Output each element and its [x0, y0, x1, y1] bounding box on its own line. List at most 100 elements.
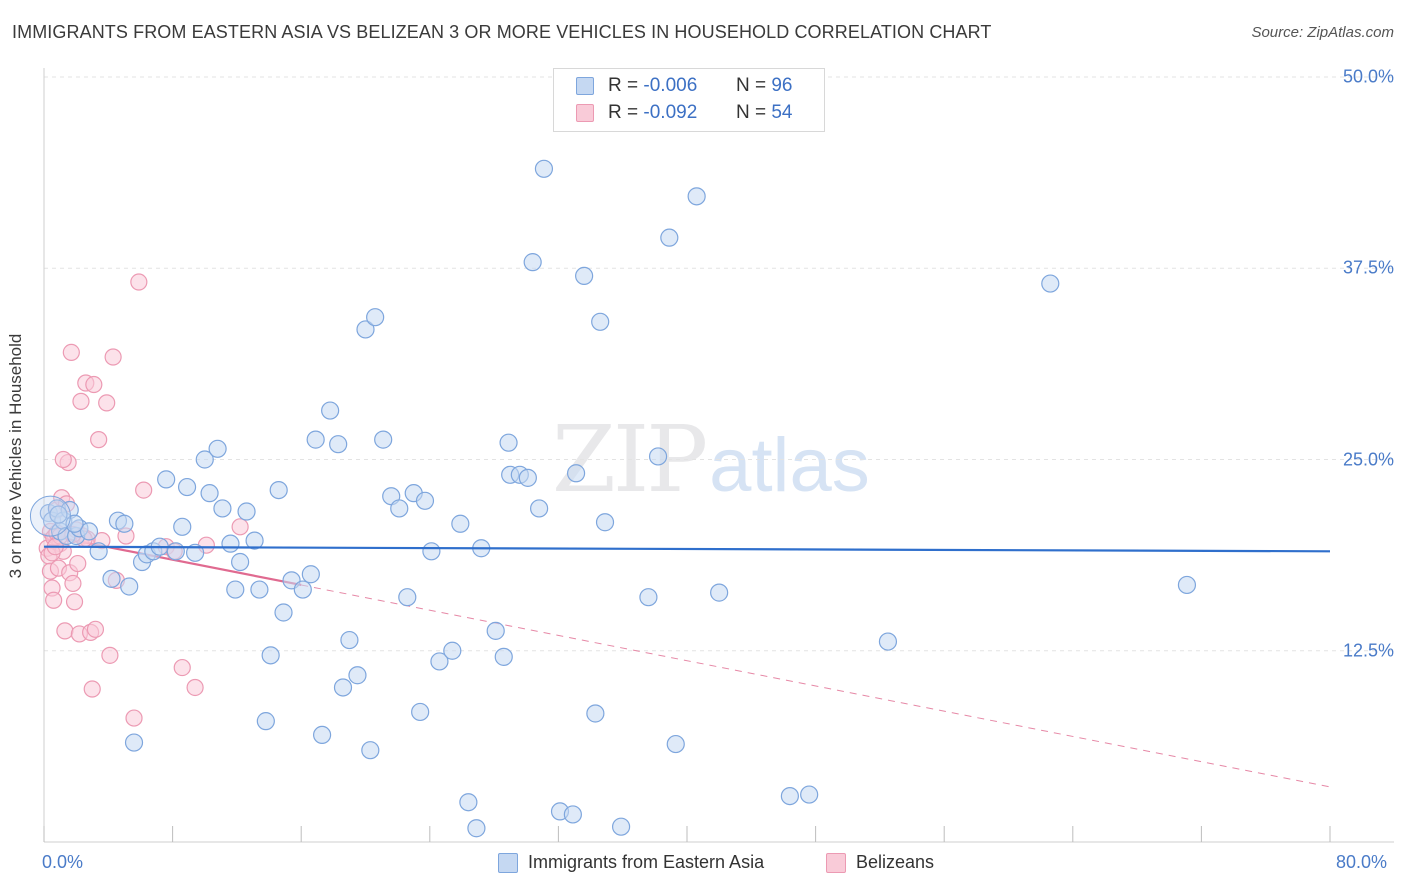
point-belizeans [231, 518, 249, 536]
point-eastern-asia [274, 603, 293, 622]
point-eastern-asia [293, 580, 312, 599]
point-eastern-asia [157, 470, 176, 489]
y-tick-label: 37.5% [1342, 257, 1394, 278]
swatch-belizeans [576, 104, 594, 122]
point-eastern-asia [177, 477, 197, 497]
chart-title: IMMIGRANTS FROM EASTERN ASIA VS BELIZEAN… [12, 22, 992, 42]
n-value-belizeans: 54 [771, 102, 793, 123]
point-eastern-asia [221, 534, 240, 553]
point-eastern-asia [115, 514, 134, 533]
legend-label-eastern-asia: Immigrants from Eastern Asia [528, 852, 765, 872]
axes [43, 68, 1394, 843]
point-eastern-asia [366, 308, 385, 327]
point-eastern-asia [534, 159, 554, 178]
point-eastern-asia [250, 580, 269, 599]
point-belizeans [65, 593, 84, 611]
point-belizeans [54, 450, 72, 469]
point-eastern-asia [687, 187, 706, 206]
r-label: R = [608, 75, 639, 96]
point-belizeans [62, 343, 80, 361]
point-eastern-asia [348, 666, 367, 685]
legend: Immigrants from Eastern Asia Belizeans [0, 852, 1406, 878]
point-eastern-asia [124, 733, 144, 752]
point-belizeans [130, 273, 148, 291]
point-belizeans [186, 678, 204, 697]
swatch-eastern-asia [576, 77, 594, 95]
x-tick-label-max: 80.0% [1336, 852, 1388, 872]
point-eastern-asia [780, 786, 799, 806]
point-eastern-asia [79, 522, 99, 541]
point-eastern-asia [411, 702, 430, 722]
point-eastern-asia [256, 712, 275, 731]
y-axis-label: 3 or more Vehicles in Household [6, 333, 25, 579]
point-eastern-asia-cluster [29, 495, 71, 537]
trend-line-eastern-asia [43, 545, 1331, 553]
point-belizeans [98, 394, 116, 412]
source-credit: Source: ZipAtlas.com [1251, 24, 1394, 41]
point-eastern-asia [306, 430, 325, 449]
point-belizeans [69, 554, 87, 573]
point-eastern-asia [173, 517, 192, 536]
point-eastern-asia [575, 266, 594, 285]
point-eastern-asia [467, 819, 486, 838]
point-eastern-asia [1041, 274, 1060, 293]
point-eastern-asia [648, 447, 668, 466]
legend-item-eastern-asia[interactable]: Immigrants from Eastern Asia [498, 852, 764, 873]
point-eastern-asia [566, 464, 586, 483]
trend-line-eastern-asia [43, 545, 1331, 553]
point-eastern-asia [356, 320, 375, 339]
legend-swatch-belizeans [826, 852, 846, 873]
n-label: N = [735, 102, 767, 123]
point-eastern-asia [102, 569, 121, 588]
point-eastern-asia [269, 481, 288, 500]
point-eastern-asia [494, 647, 513, 666]
n-value-eastern-asia: 96 [771, 75, 793, 96]
point-eastern-asia [443, 641, 462, 660]
point-belizeans [64, 574, 82, 593]
point-eastern-asia [312, 725, 332, 745]
point-belizeans [90, 431, 108, 449]
point-eastern-asia [329, 435, 348, 454]
point-belizeans [56, 622, 74, 640]
point-eastern-asia [200, 484, 219, 503]
point-eastern-asia [231, 552, 250, 572]
point-eastern-asia [660, 228, 679, 247]
legend-item-belizeans[interactable]: Belizeans [826, 852, 934, 873]
point-eastern-asia [518, 468, 537, 487]
point-eastern-asia [422, 542, 441, 561]
point-eastern-asia [878, 632, 898, 651]
point-eastern-asia [398, 588, 417, 607]
trend-line-belizeans-dashed [301, 584, 1331, 788]
points-belizeans [38, 273, 249, 727]
point-eastern-asia [459, 793, 478, 812]
stats-box: R = -0.006 N = 96 R = -0.092 N = 54 [553, 68, 825, 132]
point-eastern-asia [89, 542, 108, 561]
y-tick-label: 25.0% [1342, 449, 1394, 469]
legend-swatch-eastern-asia [498, 852, 518, 873]
point-eastern-asia [166, 542, 185, 561]
point-eastern-asia [486, 621, 505, 640]
point-eastern-asia [208, 439, 227, 458]
point-eastern-asia [563, 805, 582, 824]
point-eastern-asia [213, 499, 232, 518]
stats-row-belizeans: R = -0.092 N = 54 [554, 100, 792, 126]
point-eastern-asia [374, 430, 393, 449]
r-value-belizeans: -0.092 [643, 102, 698, 123]
point-eastern-asia [340, 630, 359, 650]
point-eastern-asia [611, 817, 631, 836]
y-tick-label: 50.0% [1342, 66, 1394, 87]
r-value-eastern-asia: -0.006 [643, 75, 698, 96]
point-eastern-asia [261, 646, 280, 665]
point-belizeans [135, 481, 153, 499]
legend-label-belizeans: Belizeans [856, 852, 935, 872]
point-belizeans [173, 658, 191, 677]
point-eastern-asia [390, 499, 409, 518]
point-eastern-asia [186, 543, 205, 562]
point-belizeans [83, 680, 101, 698]
point-belizeans [45, 591, 63, 609]
point-belizeans [125, 709, 143, 727]
point-eastern-asia [639, 588, 658, 607]
trend-lines-belizeans [43, 533, 1331, 788]
point-eastern-asia [800, 785, 819, 804]
